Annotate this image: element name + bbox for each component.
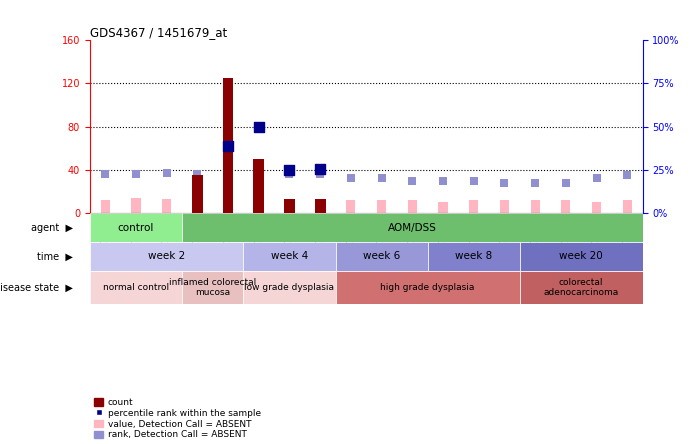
Bar xyxy=(192,175,202,213)
Point xyxy=(223,170,234,178)
Bar xyxy=(408,200,417,213)
Bar xyxy=(531,200,540,213)
Text: week 4: week 4 xyxy=(271,251,308,262)
Bar xyxy=(346,200,355,213)
Point xyxy=(100,170,111,178)
Bar xyxy=(316,202,325,213)
Point xyxy=(253,170,264,178)
Text: AOM/DSS: AOM/DSS xyxy=(388,222,437,233)
FancyBboxPatch shape xyxy=(520,242,643,271)
FancyBboxPatch shape xyxy=(336,271,520,304)
Point xyxy=(253,123,264,130)
FancyBboxPatch shape xyxy=(243,271,336,304)
Point xyxy=(314,170,325,178)
Bar xyxy=(254,159,264,213)
Bar xyxy=(101,200,110,213)
Bar xyxy=(500,200,509,213)
Bar xyxy=(561,200,571,213)
Text: colorectal
adenocarcinoma: colorectal adenocarcinoma xyxy=(544,278,619,297)
Bar xyxy=(131,198,140,213)
Bar xyxy=(193,202,202,213)
Text: week 6: week 6 xyxy=(363,251,400,262)
Point xyxy=(560,179,571,186)
Point xyxy=(284,170,295,178)
Bar xyxy=(377,200,386,213)
Point xyxy=(131,170,142,178)
Text: high grade dysplasia: high grade dysplasia xyxy=(381,283,475,292)
Bar xyxy=(284,199,295,213)
FancyBboxPatch shape xyxy=(182,213,643,242)
Point xyxy=(407,177,418,184)
Text: low grade dysplasia: low grade dysplasia xyxy=(245,283,334,292)
Bar xyxy=(438,202,448,213)
Bar xyxy=(285,202,294,213)
Bar xyxy=(469,200,478,213)
Point xyxy=(192,170,203,178)
Point xyxy=(223,143,234,150)
Point xyxy=(346,175,357,182)
Point xyxy=(468,177,480,184)
Text: agent  ▶: agent ▶ xyxy=(31,222,73,233)
Point xyxy=(499,179,510,186)
Bar xyxy=(254,202,263,213)
Point xyxy=(161,170,172,177)
FancyBboxPatch shape xyxy=(182,271,243,304)
Point xyxy=(284,166,295,174)
Text: week 8: week 8 xyxy=(455,251,493,262)
FancyBboxPatch shape xyxy=(428,242,520,271)
Text: time  ▶: time ▶ xyxy=(37,251,73,262)
FancyBboxPatch shape xyxy=(90,271,182,304)
Text: week 2: week 2 xyxy=(148,251,185,262)
Bar xyxy=(315,199,325,213)
Bar xyxy=(223,78,234,213)
Bar xyxy=(592,202,601,213)
Point xyxy=(591,175,602,182)
FancyBboxPatch shape xyxy=(243,242,336,271)
FancyBboxPatch shape xyxy=(90,242,243,271)
Point xyxy=(314,165,325,172)
Bar xyxy=(623,200,632,213)
Bar xyxy=(223,202,233,213)
Bar xyxy=(162,199,171,213)
Legend: count, percentile rank within the sample, value, Detection Call = ABSENT, rank, : count, percentile rank within the sample… xyxy=(95,398,261,440)
Point xyxy=(437,177,448,184)
Point xyxy=(529,179,540,186)
Text: week 20: week 20 xyxy=(559,251,603,262)
FancyBboxPatch shape xyxy=(336,242,428,271)
Text: GDS4367 / 1451679_at: GDS4367 / 1451679_at xyxy=(90,26,227,39)
Text: normal control: normal control xyxy=(103,283,169,292)
FancyBboxPatch shape xyxy=(90,213,182,242)
Text: disease state  ▶: disease state ▶ xyxy=(0,282,73,293)
Text: inflamed colorectal
mucosa: inflamed colorectal mucosa xyxy=(169,278,256,297)
Point xyxy=(376,175,387,182)
Point xyxy=(622,172,633,179)
FancyBboxPatch shape xyxy=(520,271,643,304)
Text: control: control xyxy=(117,222,154,233)
